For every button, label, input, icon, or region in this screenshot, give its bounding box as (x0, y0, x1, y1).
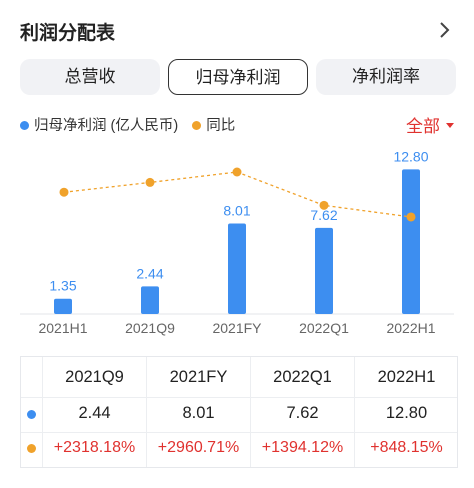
bar-value-label: 8.01 (223, 202, 250, 218)
row-indicator-blue (27, 410, 36, 419)
table-cell-value: 2.44 (78, 404, 111, 422)
page-title: 利润分配表 (20, 23, 116, 44)
x-tick-label: 2022Q1 (299, 320, 349, 336)
legend-label-bar: 归母净利润 (亿人民币) (34, 118, 179, 134)
bar-value-label: 2.44 (136, 265, 163, 281)
data-table: 2021Q9 2021FY 2022Q1 2022H1 2.44 8.01 7.… (20, 356, 458, 468)
x-tick-label: 2021Q9 (125, 320, 175, 336)
bar-value-label: 1.35 (49, 278, 76, 294)
chevron-right-icon[interactable] (438, 20, 452, 40)
table-cell-value: 8.01 (182, 404, 215, 422)
yoy-point (59, 187, 69, 197)
legend-item-bar: 归母净利润 (亿人民币) (20, 114, 178, 135)
table-header-cell: 2021FY (169, 368, 228, 386)
column-divider (250, 357, 251, 467)
chart-legend: 归母净利润 (亿人民币) 同比 (20, 114, 235, 134)
net-profit-chart: 1.35 2.44 8.01 7.62 12.80 2021H1 2021Q9 2021FY 2… (20, 148, 454, 336)
table-header-cell: 2021Q9 (65, 368, 124, 386)
table-cell-yoy: +1394.12% (261, 439, 344, 456)
bar (402, 169, 420, 314)
legend-item-line: 同比 (192, 114, 235, 135)
table-cell-value: 12.80 (385, 404, 428, 422)
table-cell-yoy: +2318.18% (53, 439, 136, 456)
header: 利润分配表 (0, 0, 474, 58)
table-cell-yoy: +848.15% (370, 439, 443, 456)
table-header-cell: 2022H1 (377, 368, 436, 386)
yoy-point (406, 212, 416, 222)
tab-bar: 总营收 归母净利润 净利润率 (20, 59, 456, 95)
bar (315, 227, 333, 314)
x-tick-label: 2021H1 (38, 320, 87, 336)
column-divider (146, 357, 147, 467)
legend-dot-orange (192, 120, 202, 130)
column-divider (354, 357, 355, 467)
legend-dot-blue (20, 120, 29, 130)
x-tick-label: 2022H1 (386, 320, 435, 336)
tab-net-profit-margin[interactable]: 净利润率 (316, 59, 456, 95)
yoy-point (319, 200, 329, 210)
x-tick-label: 2021FY (212, 320, 262, 336)
bar (228, 223, 246, 314)
row-divider (21, 432, 457, 433)
row-divider (21, 397, 457, 398)
table-cell-yoy: +2960.71% (157, 439, 240, 456)
range-filter-label: 全部 (406, 117, 440, 136)
column-divider (42, 357, 43, 467)
legend-label-line: 同比 (206, 118, 236, 134)
table-header-cell: 2022Q1 (273, 368, 332, 386)
yoy-point (145, 177, 155, 187)
yoy-point (232, 167, 242, 177)
tab-total-revenue[interactable]: 总营收 (20, 59, 160, 95)
row-indicator-orange (27, 444, 36, 453)
range-filter-dropdown[interactable]: 全部 (406, 112, 454, 137)
tab-net-profit-attributable[interactable]: 归母净利润 (168, 59, 308, 95)
bar-value-label: 7.62 (310, 207, 337, 223)
bar (141, 286, 159, 314)
table-cell-value: 7.62 (286, 404, 319, 422)
caret-down-icon (446, 123, 454, 129)
bar-value-label: 12.80 (393, 148, 428, 164)
bar (54, 298, 72, 314)
